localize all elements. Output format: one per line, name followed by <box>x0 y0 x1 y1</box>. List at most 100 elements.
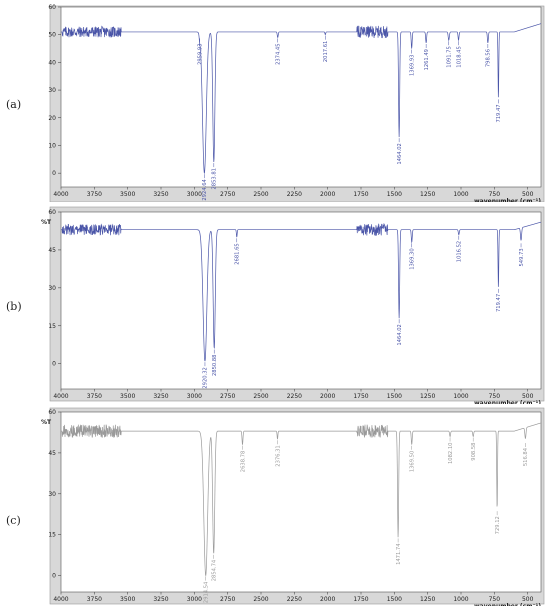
peak-label: 2924.64 <box>202 178 208 200</box>
peak-label: 719.47 <box>496 104 502 122</box>
peak-label: 2017.61 <box>323 41 329 62</box>
x-tick-label: 3000 <box>187 393 202 400</box>
peak-label: 2374.45 <box>276 43 282 64</box>
peak-label: 798.56 <box>486 49 492 67</box>
peak-label: 1464.02 <box>397 324 403 345</box>
x-tick-label: 2250 <box>287 596 302 603</box>
x-tick-label: 1500 <box>387 596 402 603</box>
x-tick-label: 2000 <box>320 596 335 603</box>
spectrum-panel-c: (c) 0 15 30 45 60 %T 4000 3750 3500 3250 3000 2750 2… <box>0 404 550 606</box>
x-tick-label: 1250 <box>420 393 435 400</box>
peak-label: 2376.31 <box>275 445 281 466</box>
x-tick-label: 1750 <box>353 191 368 198</box>
x-tick-label: 3750 <box>87 596 102 603</box>
y-tick-label: 30 <box>48 87 56 94</box>
spectrum-line <box>61 23 542 175</box>
peak-label: 516.84 <box>523 447 529 466</box>
y-tick-label: 10 <box>48 142 56 149</box>
peak-label: 2638.78 <box>240 451 246 472</box>
x-tick-label: 2500 <box>253 191 268 198</box>
x-tick-label: 3250 <box>153 596 168 603</box>
x-tick-label: 2750 <box>220 596 235 603</box>
x-tick-label: 3500 <box>120 596 135 603</box>
y-tick-label: 30 <box>48 491 56 498</box>
y-tick-label: 45 <box>48 450 56 457</box>
x-tick-label: 3000 <box>187 596 202 603</box>
panel-label-a: (a) <box>6 98 22 111</box>
x-tick-label: 500 <box>522 191 534 198</box>
peak-label: 1261.49 <box>424 49 430 70</box>
x-tick-label: 3000 <box>187 191 202 198</box>
peak-label: 1464.02 <box>397 143 403 164</box>
spectrum-panel-a: (a) 0 10 20 30 40 50 60 4000 3750 3500 3250 3000 275… <box>0 2 550 202</box>
y-tick-label: 60 <box>48 209 56 216</box>
peak-label: 1369.30 <box>410 248 416 269</box>
peak-label: 908.58 <box>471 443 477 461</box>
x-tick-label: 750 <box>489 393 501 400</box>
peak-label: 2850.88 <box>212 355 218 376</box>
x-tick-label: 4000 <box>53 393 68 400</box>
peak-label: 1016.52 <box>457 241 463 262</box>
x-tick-label: 3250 <box>153 393 168 400</box>
y-tick-label: 30 <box>48 285 56 292</box>
plot-area <box>60 6 542 188</box>
x-tick-label: 1250 <box>420 191 435 198</box>
x-tick-label: 2250 <box>287 191 302 198</box>
peak-label: 1018.45 <box>456 46 462 67</box>
y-tick-label: 50 <box>48 32 56 39</box>
x-tick-label: 1000 <box>453 393 468 400</box>
x-tick-label: 2750 <box>220 393 235 400</box>
x-tick-label: 1000 <box>453 191 468 198</box>
peak-label: 1369.93 <box>409 55 415 76</box>
x-tick-label: 3750 <box>87 191 102 198</box>
peak-label: 729.12 <box>495 516 501 534</box>
spectrum-line <box>61 221 542 362</box>
x-tick-label: 3250 <box>153 191 168 198</box>
x-tick-label: 3500 <box>120 191 135 198</box>
peak-label: 2854.74 <box>212 559 218 581</box>
y-axis-label: %T <box>41 419 52 426</box>
peak-label: 2681.65 <box>235 243 241 264</box>
peak-label: 1082.10 <box>448 443 454 464</box>
y-tick-label: 45 <box>48 247 56 254</box>
spectrum-panel-b: (b) 0 15 30 45 60 %T 4000 3750 3500 3250 3000 2750 2… <box>0 204 550 404</box>
y-tick-label: 60 <box>48 409 56 416</box>
y-tick-label: 60 <box>48 4 56 11</box>
x-tick-label: 2250 <box>287 393 302 400</box>
x-tick-label: 750 <box>489 596 501 603</box>
x-tick-label: 750 <box>489 191 501 198</box>
spectrum-chart-a: 0 10 20 30 40 50 60 4000 3750 3500 3250 3000 2750 250… <box>48 4 545 202</box>
peak-label: 549.73 <box>519 248 525 266</box>
panel-label-b: (b) <box>6 300 22 313</box>
x-tick-label: 1250 <box>420 596 435 603</box>
peak-label: 1471.74 <box>396 543 402 565</box>
x-tick-label: 2500 <box>253 596 268 603</box>
x-tick-label: 3750 <box>87 393 102 400</box>
x-tick-label: 1000 <box>453 596 468 603</box>
y-axis-label: %T <box>41 219 52 226</box>
peak-label: 1369.50 <box>410 451 416 472</box>
x-tick-label: 1500 <box>387 191 402 198</box>
x-tick-label: 2000 <box>320 191 335 198</box>
spectrum-line <box>61 422 542 577</box>
x-tick-label: 4000 <box>53 191 68 198</box>
x-axis-label: wavenumber (cm⁻¹) <box>474 400 541 404</box>
y-tick-label: 15 <box>48 323 56 330</box>
x-tick-label: 500 <box>522 393 534 400</box>
panel-label-c: (c) <box>6 514 21 527</box>
peak-label: 2914.54 <box>204 581 210 603</box>
peak-label: 2959.93 <box>197 43 203 64</box>
plot-area <box>60 211 542 390</box>
peak-label: 719.47 <box>496 294 502 312</box>
x-tick-label: 1750 <box>353 393 368 400</box>
x-tick-label: 2000 <box>320 393 335 400</box>
x-axis-label: wavenumber (cm⁻¹) <box>474 198 541 202</box>
x-axis-label: wavenumber (cm⁻¹) <box>474 603 541 606</box>
x-tick-label: 500 <box>522 596 534 603</box>
y-tick-label: 20 <box>48 115 56 122</box>
peak-label: 2920.32 <box>203 367 209 388</box>
x-tick-label: 1750 <box>353 596 368 603</box>
y-tick-label: 15 <box>48 532 56 539</box>
y-tick-label: 0 <box>52 361 56 368</box>
x-tick-label: 2500 <box>253 393 268 400</box>
